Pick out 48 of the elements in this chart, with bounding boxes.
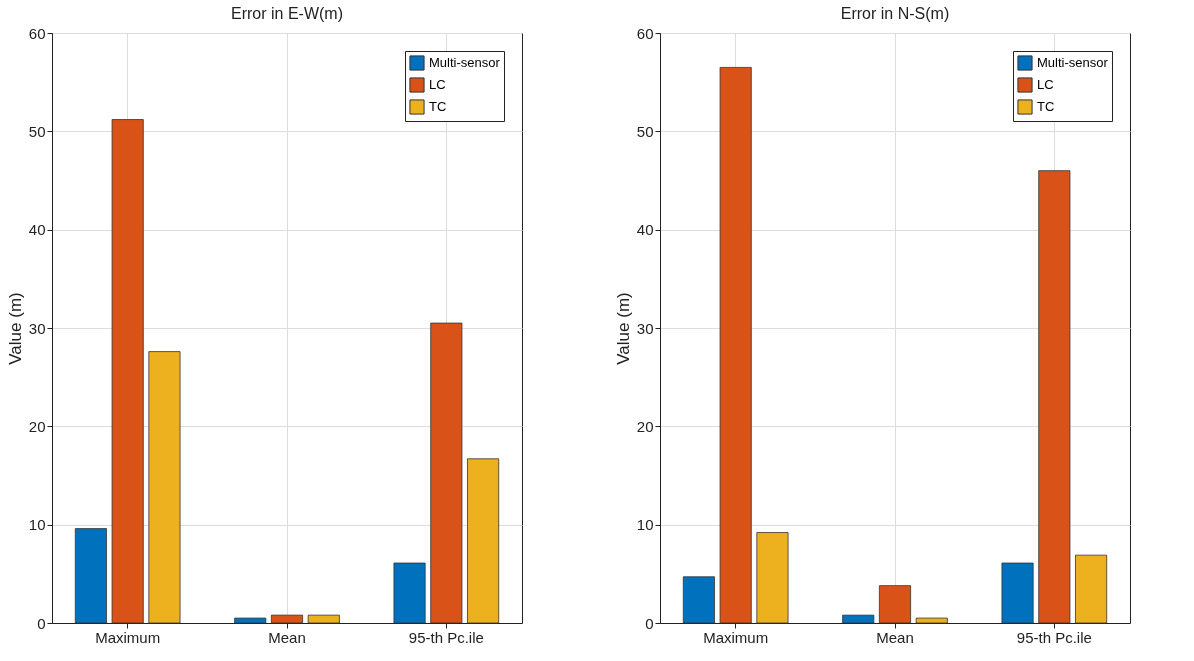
y-axis-title: Value (m) <box>613 292 633 365</box>
x-tick-label: 95-th Pc.ile <box>408 628 484 646</box>
chart-title: Error in E-W(m) <box>231 5 343 22</box>
legend-label: Multi-sensor <box>1037 55 1109 70</box>
bar <box>74 528 107 624</box>
x-tick-label: Maximum <box>95 628 161 646</box>
y-tick-label: 0 <box>37 614 46 632</box>
bar <box>756 532 789 624</box>
bar <box>393 562 426 624</box>
y-tick-label: 60 <box>636 24 654 42</box>
x-tick-label: Maximum <box>703 628 769 646</box>
y-tick-label: 40 <box>28 221 46 239</box>
y-tick-label: 30 <box>636 319 654 337</box>
y-tick-label: 40 <box>636 221 654 239</box>
bar <box>1075 554 1108 624</box>
y-tick-label: 50 <box>636 122 654 140</box>
bar <box>719 67 752 624</box>
bar <box>307 614 340 624</box>
bar <box>1001 562 1034 624</box>
y-tick-label: 60 <box>28 24 46 42</box>
bar <box>682 576 715 624</box>
legend-label: LC <box>429 77 446 92</box>
y-tick-label: 30 <box>28 319 46 337</box>
bar <box>915 617 948 624</box>
chart-title: Error in N-S(m) <box>840 5 950 22</box>
bar <box>467 458 500 624</box>
legend-label: LC <box>1037 77 1054 92</box>
bar <box>270 614 304 624</box>
x-tick-label: Mean <box>268 628 306 646</box>
y-tick-label: 50 <box>28 122 46 140</box>
y-tick-label: 20 <box>636 417 654 435</box>
y-axis-title: Value (m) <box>5 292 25 365</box>
bar <box>1038 170 1071 624</box>
x-tick-label: Mean <box>876 628 914 646</box>
y-tick-label: 0 <box>645 614 654 632</box>
bar <box>878 585 912 624</box>
bar <box>234 617 267 624</box>
bar <box>842 614 875 624</box>
legend-label: Multi-sensor <box>429 55 501 70</box>
bar <box>148 351 181 624</box>
x-tick-label: 95-th Pc.ile <box>1016 628 1092 646</box>
y-tick-label: 10 <box>636 516 654 534</box>
bar <box>111 119 144 624</box>
bar <box>430 322 463 624</box>
legend-label: TC <box>1037 99 1055 114</box>
legend-label: TC <box>429 99 447 114</box>
y-tick-label: 10 <box>28 516 46 534</box>
y-tick-label: 20 <box>28 417 46 435</box>
